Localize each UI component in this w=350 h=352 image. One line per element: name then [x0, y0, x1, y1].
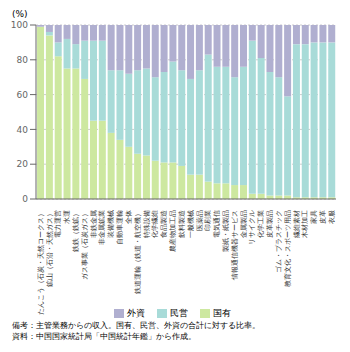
svg-text:100: 100 — [11, 20, 28, 30]
svg-text:非鉄金属: 非鉄金属 — [90, 210, 98, 238]
svg-text:鉄鉄（鉄鉱）: 鉄鉄（鉄鉱） — [72, 210, 80, 252]
html-text:外資: 外資 — [126, 308, 145, 318]
svg-text:鉄道運輸（鉄道・航空機）: 鉄道運輸（鉄道・航空機） — [134, 210, 142, 294]
svg-text:衣服: 衣服 — [328, 210, 336, 224]
svg-text:ゴム・プラスチック: ゴム・プラスチック — [275, 210, 283, 273]
svg-text:化学工業: 化学工業 — [257, 210, 265, 238]
svg-text:全体: 全体 — [125, 210, 133, 224]
svg-text:一般機械: 一般機械 — [187, 210, 195, 238]
svg-text:40: 40 — [17, 125, 29, 135]
svg-text:電気通信: 電気通信 — [213, 210, 221, 238]
svg-text:皮革: 皮革 — [319, 210, 327, 224]
svg-text:0: 0 — [22, 194, 28, 204]
svg-text:自動車運輸: 自動車運輸 — [116, 210, 124, 245]
html-text:備考：主管業務からの収入。国有、民営、外資の合計に対する比率: 備考：主管業務からの収入。国有、民営、外資の合計に対する比率。 — [12, 321, 260, 330]
svg-text:製紙・紙製品: 製紙・紙製品 — [222, 210, 230, 252]
svg-text:リサイクル: リサイクル — [248, 210, 256, 245]
svg-text:教育文化・スポーツ用品: 教育文化・スポーツ用品 — [283, 210, 292, 287]
svg-text:水運: 水運 — [63, 210, 71, 224]
svg-text:電力運営: 電力運営 — [54, 210, 62, 238]
html-text:資料：中国国家統計局「中国統計年鑑」から作成。: 資料：中国国家統計局「中国統計年鑑」から作成。 — [12, 332, 196, 341]
svg-text:非金属鉱業: 非金属鉱業 — [98, 210, 106, 245]
svg-text:化学繊維: 化学繊維 — [151, 210, 159, 238]
svg-text:ガス事業（石炭ガス）: ガス事業（石炭ガス） — [81, 210, 89, 280]
html-text:国有: 国有 — [212, 308, 231, 318]
svg-text:繊維素材: 繊維素材 — [293, 210, 301, 239]
svg-text:農産物加工品: 農産物加工品 — [169, 210, 177, 252]
svg-text:鉱山（石沿・天然ガス）: 鉱山（石沿・天然ガス） — [46, 210, 54, 287]
svg-text:装備機械: 装備機械 — [107, 210, 115, 238]
svg-text:20: 20 — [17, 159, 29, 169]
svg-text:皮革製品: 皮革製品 — [266, 210, 274, 238]
svg-text:金属製品: 金属製品 — [240, 210, 248, 238]
svg-text:情報通信機器サービス: 情報通信機器サービス — [231, 210, 239, 281]
svg-text:60: 60 — [17, 90, 29, 100]
svg-text:80: 80 — [17, 55, 29, 65]
svg-text:特殊設備: 特殊設備 — [143, 210, 151, 238]
svg-text:木材加工: 木材加工 — [301, 210, 309, 238]
svg-text:たんこう（石炭・天然コークス）: たんこう（石炭・天然コークス） — [37, 210, 45, 315]
svg-text:食品製造: 食品製造 — [160, 210, 168, 238]
svg-text:飲料製造: 飲料製造 — [178, 210, 186, 238]
svg-text:医薬品: 医薬品 — [196, 210, 204, 231]
svg-text:家具: 家具 — [310, 210, 318, 224]
svg-text:印刷業: 印刷業 — [204, 210, 212, 231]
html-text:民営: 民営 — [169, 308, 188, 318]
